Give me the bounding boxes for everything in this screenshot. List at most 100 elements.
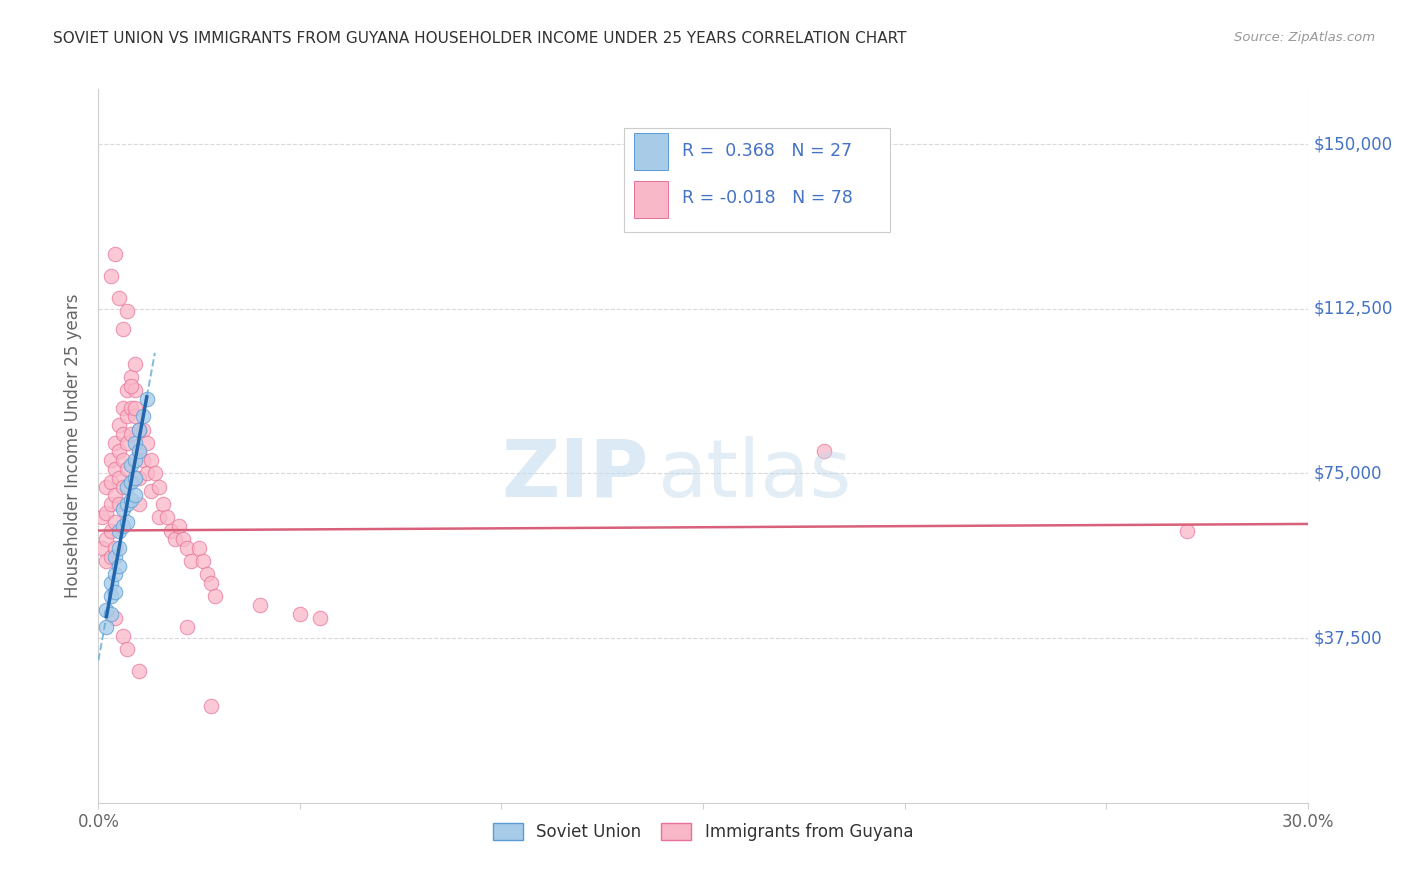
Point bbox=[100, 453, 122, 467]
Point bbox=[107, 471, 129, 485]
Point bbox=[96, 620, 118, 634]
Point bbox=[128, 423, 150, 437]
Point bbox=[107, 541, 129, 555]
Point bbox=[200, 576, 222, 591]
Point bbox=[100, 607, 122, 621]
Text: atlas: atlas bbox=[657, 435, 852, 514]
Point bbox=[96, 554, 118, 568]
Point bbox=[107, 444, 129, 458]
Text: $150,000: $150,000 bbox=[1313, 135, 1393, 153]
Point bbox=[111, 426, 134, 441]
Point bbox=[103, 488, 125, 502]
Point bbox=[163, 533, 186, 547]
Point bbox=[135, 467, 157, 481]
Point bbox=[103, 247, 125, 261]
Point bbox=[120, 369, 142, 384]
Point bbox=[120, 426, 142, 441]
Point bbox=[148, 510, 170, 524]
Point bbox=[124, 357, 146, 371]
Point bbox=[91, 541, 114, 555]
Point bbox=[124, 383, 146, 397]
Point bbox=[132, 453, 155, 467]
Point bbox=[100, 576, 122, 591]
Point bbox=[91, 510, 114, 524]
Point bbox=[128, 664, 150, 678]
Point bbox=[124, 488, 146, 502]
Point bbox=[103, 611, 125, 625]
Text: $75,000: $75,000 bbox=[1313, 465, 1382, 483]
Point bbox=[188, 541, 211, 555]
Point bbox=[103, 435, 125, 450]
Point bbox=[120, 475, 142, 490]
Y-axis label: Householder Income Under 25 years: Householder Income Under 25 years bbox=[65, 293, 83, 599]
Point bbox=[115, 515, 138, 529]
Point bbox=[128, 471, 150, 485]
Legend: Soviet Union, Immigrants from Guyana: Soviet Union, Immigrants from Guyana bbox=[486, 816, 920, 848]
Point bbox=[103, 541, 125, 555]
Point bbox=[124, 409, 146, 424]
Text: $112,500: $112,500 bbox=[1313, 300, 1393, 318]
Point bbox=[111, 519, 134, 533]
Point bbox=[124, 435, 146, 450]
Text: SOVIET UNION VS IMMIGRANTS FROM GUYANA HOUSEHOLDER INCOME UNDER 25 YEARS CORRELA: SOVIET UNION VS IMMIGRANTS FROM GUYANA H… bbox=[53, 31, 907, 46]
Point bbox=[111, 501, 134, 516]
Point bbox=[111, 401, 134, 415]
Point bbox=[139, 453, 162, 467]
FancyBboxPatch shape bbox=[624, 128, 890, 232]
Point bbox=[120, 492, 142, 507]
Point bbox=[139, 483, 162, 498]
Text: Source: ZipAtlas.com: Source: ZipAtlas.com bbox=[1234, 31, 1375, 45]
Text: R = -0.018   N = 78: R = -0.018 N = 78 bbox=[682, 189, 853, 207]
Bar bbox=[634, 133, 668, 169]
Point bbox=[107, 291, 129, 305]
Point bbox=[172, 533, 194, 547]
Point bbox=[204, 590, 226, 604]
Point bbox=[107, 524, 129, 538]
Point bbox=[124, 471, 146, 485]
Point bbox=[180, 554, 202, 568]
Point bbox=[813, 444, 835, 458]
Point bbox=[249, 598, 271, 612]
Point bbox=[96, 506, 118, 520]
Point bbox=[103, 585, 125, 599]
Point bbox=[107, 558, 129, 573]
Point bbox=[128, 444, 150, 458]
Point bbox=[120, 401, 142, 415]
Point bbox=[156, 510, 179, 524]
Point bbox=[124, 453, 146, 467]
Point bbox=[103, 515, 125, 529]
Point bbox=[103, 462, 125, 476]
Point bbox=[107, 418, 129, 433]
Point bbox=[100, 268, 122, 283]
Point bbox=[100, 549, 122, 564]
Point bbox=[115, 642, 138, 657]
Point bbox=[176, 620, 198, 634]
Text: $37,500: $37,500 bbox=[1313, 629, 1382, 647]
Point bbox=[111, 480, 134, 494]
Point bbox=[115, 497, 138, 511]
Bar bbox=[634, 180, 668, 218]
Point bbox=[152, 497, 174, 511]
Point bbox=[135, 392, 157, 406]
Point bbox=[132, 423, 155, 437]
Point bbox=[176, 541, 198, 555]
Point bbox=[160, 524, 183, 538]
Point bbox=[309, 611, 332, 625]
Point bbox=[115, 304, 138, 318]
Point bbox=[107, 497, 129, 511]
Point bbox=[100, 590, 122, 604]
Point bbox=[115, 409, 138, 424]
Point bbox=[1175, 524, 1198, 538]
Point bbox=[288, 607, 311, 621]
Text: R =  0.368   N = 27: R = 0.368 N = 27 bbox=[682, 143, 852, 161]
Point bbox=[148, 480, 170, 494]
Point bbox=[167, 519, 190, 533]
Point bbox=[128, 444, 150, 458]
Point bbox=[96, 533, 118, 547]
Point bbox=[143, 467, 166, 481]
Point bbox=[111, 629, 134, 643]
Point bbox=[124, 401, 146, 415]
Point bbox=[193, 554, 215, 568]
Point bbox=[115, 435, 138, 450]
Point bbox=[111, 321, 134, 335]
